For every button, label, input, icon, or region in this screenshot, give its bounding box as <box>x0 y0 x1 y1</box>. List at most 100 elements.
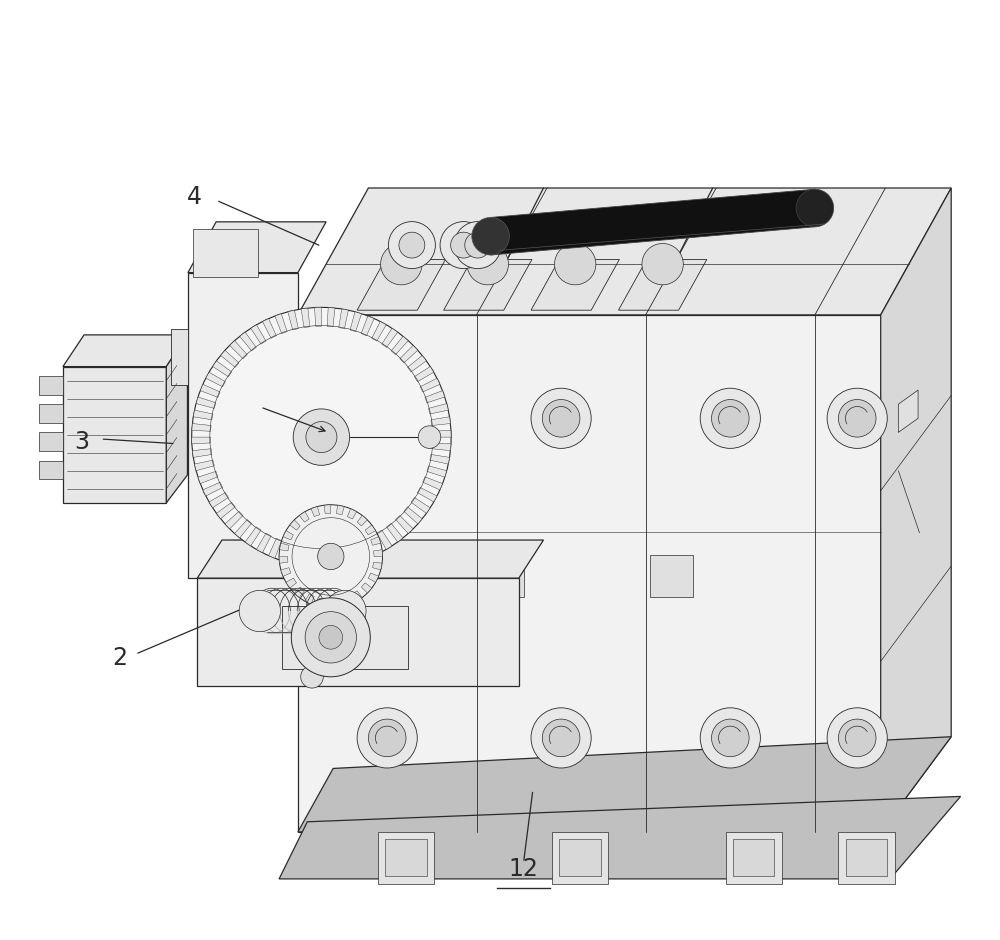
Polygon shape <box>404 507 422 524</box>
Polygon shape <box>432 443 451 450</box>
Polygon shape <box>357 515 367 525</box>
Polygon shape <box>400 345 418 363</box>
Polygon shape <box>279 796 961 879</box>
Polygon shape <box>365 525 376 535</box>
Circle shape <box>325 590 366 632</box>
Polygon shape <box>378 832 434 884</box>
Polygon shape <box>782 832 857 874</box>
Circle shape <box>712 400 749 437</box>
Polygon shape <box>298 188 951 315</box>
Polygon shape <box>315 307 321 326</box>
Circle shape <box>399 232 425 258</box>
Polygon shape <box>188 273 298 578</box>
Polygon shape <box>414 367 434 382</box>
Polygon shape <box>275 314 287 334</box>
Polygon shape <box>305 594 314 604</box>
Circle shape <box>381 243 422 285</box>
Polygon shape <box>196 397 216 408</box>
Polygon shape <box>350 312 361 332</box>
Circle shape <box>467 243 508 285</box>
Polygon shape <box>881 188 951 832</box>
Polygon shape <box>491 189 815 255</box>
Polygon shape <box>425 391 445 403</box>
Polygon shape <box>846 839 887 876</box>
Polygon shape <box>221 351 239 368</box>
Polygon shape <box>63 335 187 367</box>
Polygon shape <box>347 509 357 519</box>
Polygon shape <box>171 329 188 385</box>
Polygon shape <box>39 461 63 479</box>
Polygon shape <box>235 520 252 538</box>
Polygon shape <box>444 832 519 874</box>
Polygon shape <box>898 390 918 432</box>
Polygon shape <box>417 488 437 502</box>
Circle shape <box>306 421 337 453</box>
Polygon shape <box>481 555 524 597</box>
Polygon shape <box>531 259 619 310</box>
Polygon shape <box>650 555 693 597</box>
Polygon shape <box>357 259 445 310</box>
Polygon shape <box>361 583 372 593</box>
Polygon shape <box>192 437 211 444</box>
Polygon shape <box>240 332 256 351</box>
Polygon shape <box>333 547 342 566</box>
Circle shape <box>712 719 749 757</box>
Polygon shape <box>193 410 213 420</box>
Polygon shape <box>283 530 293 540</box>
Polygon shape <box>429 403 448 414</box>
Polygon shape <box>382 328 398 348</box>
Polygon shape <box>294 588 304 598</box>
Polygon shape <box>263 319 276 338</box>
Polygon shape <box>39 432 63 451</box>
Polygon shape <box>411 497 430 513</box>
Circle shape <box>301 666 323 688</box>
Circle shape <box>642 243 683 285</box>
Circle shape <box>451 232 477 258</box>
Circle shape <box>305 612 356 663</box>
Polygon shape <box>206 372 225 386</box>
Polygon shape <box>368 573 379 583</box>
Circle shape <box>542 400 580 437</box>
Polygon shape <box>281 568 291 576</box>
Circle shape <box>531 708 591 768</box>
Polygon shape <box>294 545 304 565</box>
Circle shape <box>279 505 382 608</box>
Polygon shape <box>281 542 293 562</box>
Polygon shape <box>280 543 289 551</box>
Polygon shape <box>307 555 350 597</box>
Polygon shape <box>288 310 298 330</box>
Polygon shape <box>286 578 296 588</box>
Polygon shape <box>311 507 320 517</box>
Polygon shape <box>213 361 232 377</box>
Circle shape <box>465 232 491 258</box>
Polygon shape <box>193 229 258 277</box>
Polygon shape <box>377 530 392 550</box>
Polygon shape <box>336 505 344 515</box>
Polygon shape <box>282 605 408 669</box>
Polygon shape <box>197 540 543 578</box>
Polygon shape <box>245 526 261 546</box>
Circle shape <box>291 598 370 677</box>
Polygon shape <box>225 511 243 529</box>
Polygon shape <box>430 454 450 464</box>
Polygon shape <box>374 550 382 556</box>
Text: 2: 2 <box>112 646 127 670</box>
Polygon shape <box>257 533 271 553</box>
Circle shape <box>542 719 580 757</box>
Polygon shape <box>385 839 427 876</box>
Polygon shape <box>344 544 355 564</box>
Circle shape <box>440 222 487 269</box>
Text: 4: 4 <box>187 185 202 210</box>
Polygon shape <box>209 493 228 508</box>
Polygon shape <box>195 461 214 471</box>
Polygon shape <box>838 832 895 884</box>
Polygon shape <box>367 536 380 556</box>
Circle shape <box>388 222 435 269</box>
Polygon shape <box>216 502 235 519</box>
Circle shape <box>454 222 501 269</box>
Circle shape <box>357 388 417 448</box>
Circle shape <box>555 243 596 285</box>
Circle shape <box>838 719 876 757</box>
Circle shape <box>293 409 350 465</box>
Polygon shape <box>317 598 325 608</box>
